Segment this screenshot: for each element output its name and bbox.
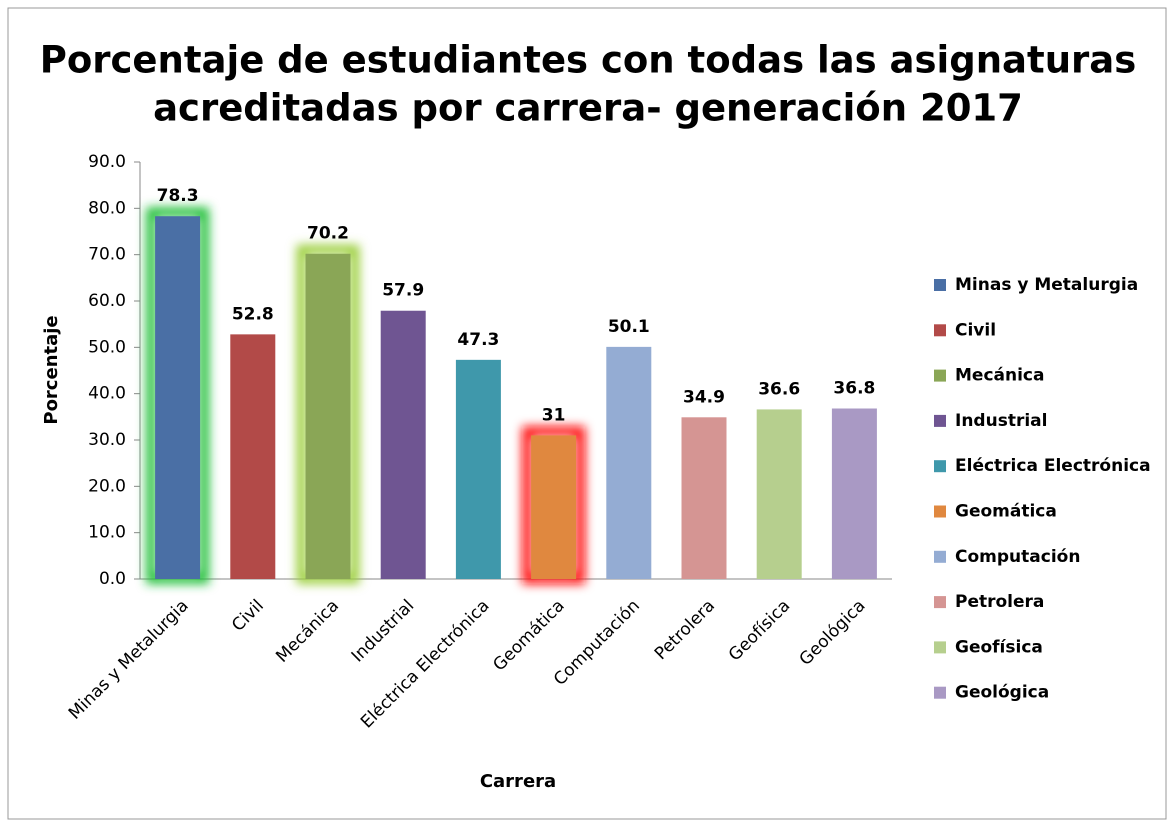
legend-swatch [934,324,946,337]
bar [305,253,351,580]
bar [756,409,802,579]
chart-title: Porcentaje de estudiantes con todas las … [40,39,1137,82]
data-label: 31 [542,405,566,425]
legend-label: Eléctrica Electrónica [955,456,1151,476]
bar [455,359,501,579]
data-label: 70.2 [307,224,349,244]
x-axis-title: Carrera [480,771,556,792]
chart-title: acreditadas por carrera- generación 2017 [153,87,1023,130]
data-label: 36.8 [833,378,875,398]
legend-swatch [934,460,946,473]
y-tick-label: 70.0 [88,245,126,265]
data-label: 47.3 [457,330,499,350]
legend-swatch [934,369,946,382]
y-tick-label: 40.0 [88,384,126,404]
bar [380,310,426,579]
legend-label: Minas y Metalurgia [955,275,1138,295]
data-label: 36.6 [758,379,800,399]
bar [531,435,577,579]
legend-label: Geofísica [955,637,1043,657]
legend-label: Industrial [955,411,1047,431]
y-axis-title: Porcentaje [41,315,62,424]
bar [606,346,652,579]
data-label: 52.8 [232,304,274,324]
legend-swatch [934,505,946,518]
legend-swatch [934,279,946,291]
data-label: 78.3 [157,186,199,206]
y-tick-label: 90.0 [88,152,126,172]
y-tick-label: 10.0 [88,523,126,543]
bar [230,334,276,579]
legend-label: Geológica [955,683,1049,703]
data-label: 50.1 [608,317,650,337]
legend-swatch [934,641,946,654]
y-tick-label: 30.0 [88,430,126,450]
bar [831,408,877,579]
legend-label: Mecánica [955,366,1044,386]
legend-swatch [934,686,946,699]
y-tick-label: 50.0 [88,337,126,357]
y-tick-label: 80.0 [88,198,126,218]
data-label: 57.9 [382,281,424,301]
legend-swatch [934,550,946,563]
y-tick-label: 20.0 [88,476,126,496]
bar [155,216,201,579]
y-tick-label: 60.0 [88,291,126,311]
legend-label: Civil [955,320,996,340]
legend-swatch [934,414,946,427]
legend-swatch [934,596,946,609]
data-label: 34.9 [683,387,725,407]
y-tick-label: 0.0 [99,569,126,589]
legend-label: Computación [955,547,1080,567]
legend-label: Geomática [955,502,1057,522]
bar [681,417,727,579]
legend-label: Petrolera [955,592,1044,612]
